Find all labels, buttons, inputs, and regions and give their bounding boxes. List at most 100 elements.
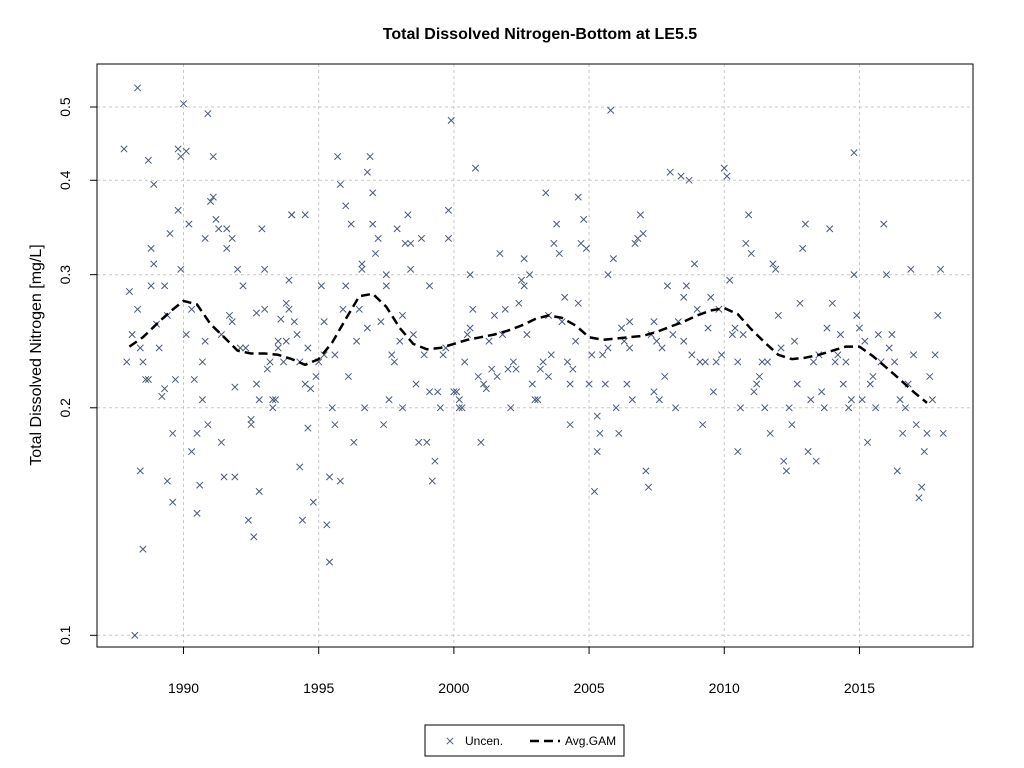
data-point [228, 234, 236, 243]
data-point [672, 404, 680, 412]
data-point [785, 404, 793, 412]
data-point [728, 330, 736, 339]
x-tick-label: 1990 [168, 680, 199, 696]
plot-frame [96, 63, 974, 648]
data-point [274, 344, 282, 352]
data-point [926, 372, 934, 381]
data-point [769, 260, 777, 268]
data-point [344, 372, 352, 381]
data-point [793, 380, 801, 388]
data-point [426, 282, 434, 290]
data-point [901, 404, 909, 412]
data-point [174, 145, 182, 153]
data-point [636, 211, 644, 219]
data-point [804, 448, 812, 456]
data-point [166, 230, 174, 238]
data-point [150, 260, 158, 268]
data-point [631, 239, 639, 247]
data-point [242, 344, 250, 352]
data-point [269, 396, 277, 404]
data-point [331, 351, 339, 359]
data-point [680, 337, 688, 345]
data-point [312, 372, 320, 381]
data-point [485, 337, 493, 345]
data-point [858, 396, 866, 404]
data-point [188, 305, 196, 313]
data-point [293, 330, 301, 339]
data-point [736, 404, 745, 412]
data-point [807, 396, 815, 404]
data-point [718, 351, 726, 359]
data-point [823, 324, 831, 332]
data-point [463, 330, 471, 339]
data-point [234, 265, 242, 273]
data-point [885, 344, 893, 352]
data-point [750, 388, 758, 396]
data-point [120, 145, 128, 153]
data-point [782, 467, 790, 475]
data-point [334, 152, 342, 161]
data-point [534, 396, 542, 404]
data-point [585, 380, 593, 388]
data-point [455, 404, 463, 412]
data-point [444, 206, 453, 214]
data-point [504, 365, 512, 373]
data-point [847, 396, 855, 404]
data-point [791, 337, 799, 345]
data-point [580, 215, 588, 223]
data-point [596, 429, 604, 437]
data-point [328, 404, 336, 412]
data-point [147, 282, 155, 290]
y-tick-label: 0.5 [57, 97, 73, 117]
data-point [544, 372, 553, 381]
data-point [561, 293, 569, 301]
data-point [355, 305, 363, 313]
data-point [280, 358, 288, 366]
legend: Uncen. Avg.GAM [424, 724, 625, 757]
data-point [382, 282, 390, 290]
data-point [139, 545, 147, 553]
data-point [853, 311, 861, 319]
data-point [880, 220, 888, 228]
data-point [134, 305, 142, 313]
data-point [244, 516, 252, 524]
data-point [515, 299, 523, 307]
data-point [339, 305, 347, 313]
data-point [471, 164, 480, 172]
data-point [393, 225, 401, 233]
data-point [198, 396, 206, 404]
data-point [582, 244, 590, 252]
data-point [193, 429, 201, 437]
data-point [298, 516, 307, 524]
data-point [628, 396, 636, 404]
data-point [363, 168, 371, 176]
data-point [282, 337, 290, 345]
data-point [131, 631, 139, 639]
y-axis-label: Total Dissolved Nitrogen [mg/L] [28, 244, 45, 465]
data-point [828, 299, 836, 307]
data-point [626, 344, 634, 352]
data-point [574, 193, 582, 201]
data-point [252, 309, 261, 317]
data-point [177, 152, 185, 161]
data-point [509, 358, 517, 366]
data-point [599, 351, 607, 359]
data-point [125, 287, 133, 296]
data-point [639, 230, 647, 238]
data-point [409, 330, 417, 339]
data-point [385, 396, 393, 404]
data-point [388, 351, 396, 359]
legend-box [424, 724, 625, 757]
data-point [179, 100, 188, 108]
data-point [536, 365, 544, 373]
data-point [899, 429, 907, 437]
data-point [601, 380, 609, 388]
data-point [261, 305, 269, 313]
data-point [496, 249, 504, 258]
y-tick-label: 0.3 [57, 265, 73, 285]
grid-layer [97, 64, 973, 647]
data-point [247, 415, 255, 424]
data-point [558, 318, 566, 326]
data-point [142, 375, 150, 384]
data-point [480, 380, 488, 388]
